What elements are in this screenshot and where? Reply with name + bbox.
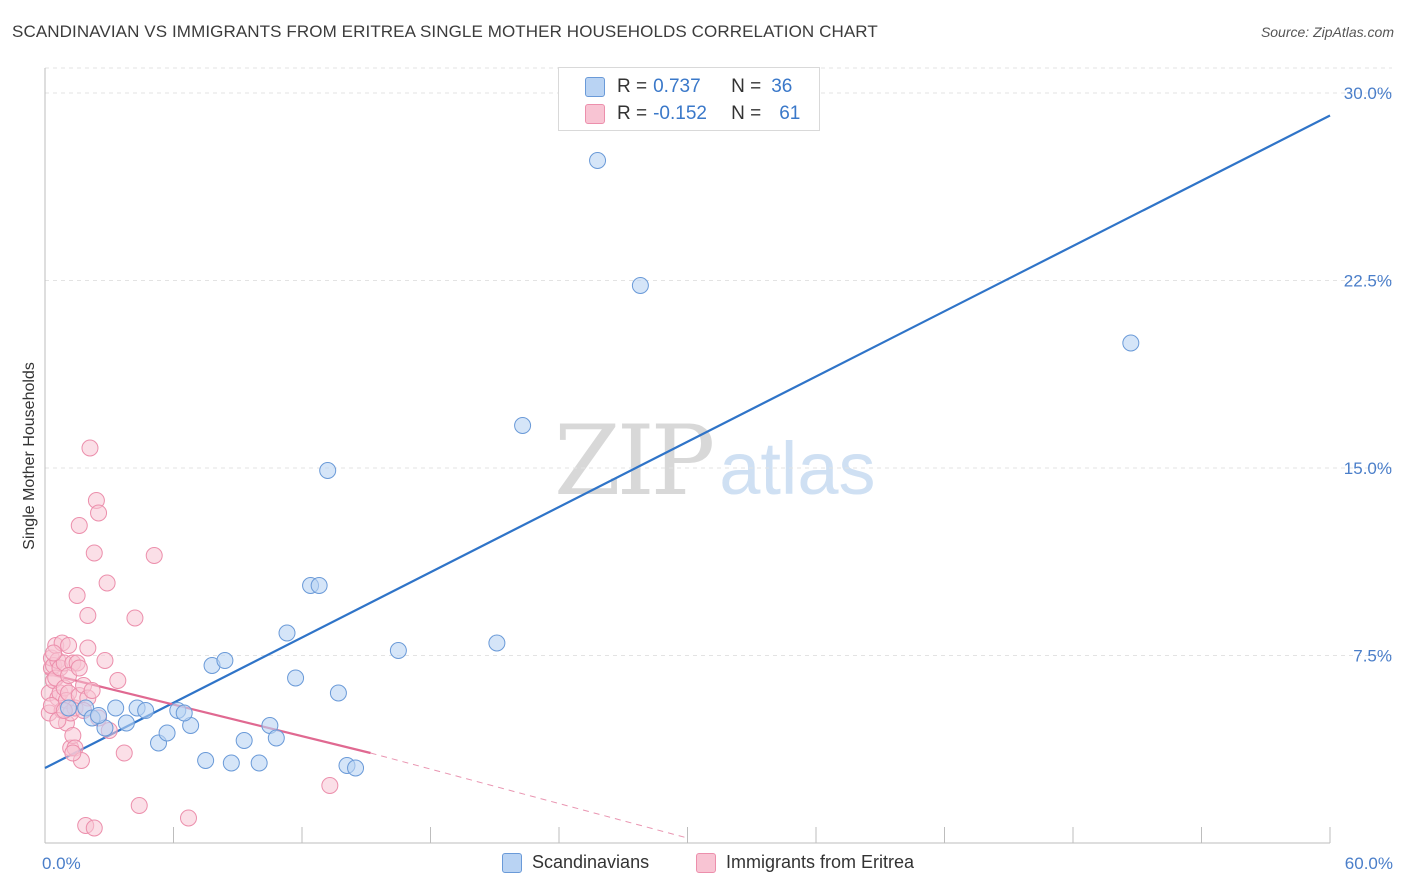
eritrea-point — [79, 607, 97, 624]
eritrea-point — [179, 809, 197, 827]
legend-row-eritrea: R = -0.152 N = 61 — [585, 102, 800, 126]
eritrea-point — [96, 652, 114, 669]
y-tick-label: 7.5% — [1353, 647, 1392, 666]
y-axis-label: Single Mother Households — [21, 362, 38, 550]
eritrea-point — [79, 639, 97, 657]
eritrea-point — [115, 744, 133, 762]
scandinavians-point — [90, 707, 108, 724]
eritrea-point — [130, 797, 148, 814]
scandinavians-point — [347, 759, 365, 777]
scandinavians-point — [1122, 334, 1140, 352]
scandinavians-point — [197, 752, 215, 769]
scandinavians-point — [319, 462, 337, 479]
scandinavians-point — [278, 624, 296, 642]
eritrea-point — [60, 637, 78, 654]
x-tick-label: 60.0% — [1345, 854, 1393, 873]
bottom-legend-scandinavians: Scandinavians — [502, 852, 649, 873]
scandinavians-point — [158, 724, 176, 742]
y-tick-label: 30.0% — [1344, 84, 1392, 103]
scandinavians-point — [329, 684, 347, 702]
legend-r-label: R = — [617, 76, 648, 97]
eritrea-point — [83, 682, 101, 699]
eritrea-point — [70, 659, 88, 677]
y-tick-label: 22.5% — [1344, 272, 1392, 291]
correlation-legend: R = 0.737 N = 36 R = -0.152 N = 61 — [558, 67, 820, 131]
scandinavians-point — [589, 152, 607, 169]
gridlines — [45, 67, 1392, 656]
eritrea-trend-extension — [370, 752, 688, 839]
scandinavians-point — [267, 729, 285, 747]
scandinavians-point — [389, 642, 407, 659]
scandinavians-point — [488, 634, 506, 652]
scandinavians-point — [117, 714, 135, 732]
eritrea-point — [81, 439, 99, 457]
eritrea-point — [90, 504, 108, 522]
eritrea-point — [109, 672, 127, 689]
eritrea-point — [85, 544, 103, 562]
eritrea-point — [321, 777, 339, 794]
scandinavians-point — [310, 577, 328, 594]
data-points — [40, 152, 1140, 837]
bottom-legend-swatch-blue — [502, 852, 522, 873]
bottom-legend-eritrea: Immigrants from Eritrea — [696, 852, 914, 873]
eritrea-point — [70, 517, 88, 534]
scandinavians-trend-line — [44, 114, 1331, 769]
bottom-legend-label-eritrea: Immigrants from Eritrea — [726, 852, 915, 872]
trend-lines — [44, 114, 1331, 839]
legend-swatch-blue — [585, 77, 605, 97]
scandinavians-point — [107, 699, 125, 717]
legend-n-label: N = — [731, 76, 762, 97]
scandinavians-point — [216, 652, 234, 669]
axes — [44, 68, 1331, 844]
eritrea-point — [45, 644, 63, 662]
legend-n-value: 61 — [779, 103, 801, 124]
scandinavians-point — [287, 669, 305, 687]
tick-labels: 7.5% 15.0% 22.5% 30.0% 0.0% 60.0% — [42, 84, 1393, 873]
legend-n-label: N = — [731, 103, 762, 124]
legend-row-scandinavians: R = 0.737 N = 36 — [585, 75, 792, 99]
eritrea-point — [126, 609, 144, 627]
bottom-legend-swatch-pink — [696, 852, 716, 873]
scandinavians-point — [514, 417, 532, 434]
scandinavians-point — [137, 702, 155, 719]
eritrea-point — [145, 547, 163, 564]
bottom-legend-label-scandinavians: Scandinavians — [532, 852, 650, 872]
legend-r-label: R = — [617, 103, 648, 124]
eritrea-point — [98, 574, 116, 592]
legend-r-value: 0.737 — [653, 76, 701, 97]
legend-r-value: -0.152 — [653, 103, 707, 124]
scandinavians-point — [175, 704, 193, 722]
chart-title: SCANDINAVIAN VS IMMIGRANTS FROM ERITREA … — [12, 22, 878, 41]
scandinavians-point — [250, 754, 268, 772]
scandinavians-point — [235, 732, 253, 749]
scandinavians-point — [631, 277, 649, 294]
x-tick-label: 0.0% — [42, 854, 81, 873]
source-label: Source: ZipAtlas.com — [1260, 24, 1394, 40]
scandinavians-point — [222, 754, 240, 772]
eritrea-point — [64, 744, 82, 762]
legend-n-value: 36 — [771, 76, 793, 97]
legend-swatch-pink — [585, 104, 605, 124]
scandinavians-point — [60, 699, 78, 717]
eritrea-point — [85, 819, 103, 837]
eritrea-point — [68, 587, 86, 604]
y-tick-label: 15.0% — [1344, 459, 1392, 478]
